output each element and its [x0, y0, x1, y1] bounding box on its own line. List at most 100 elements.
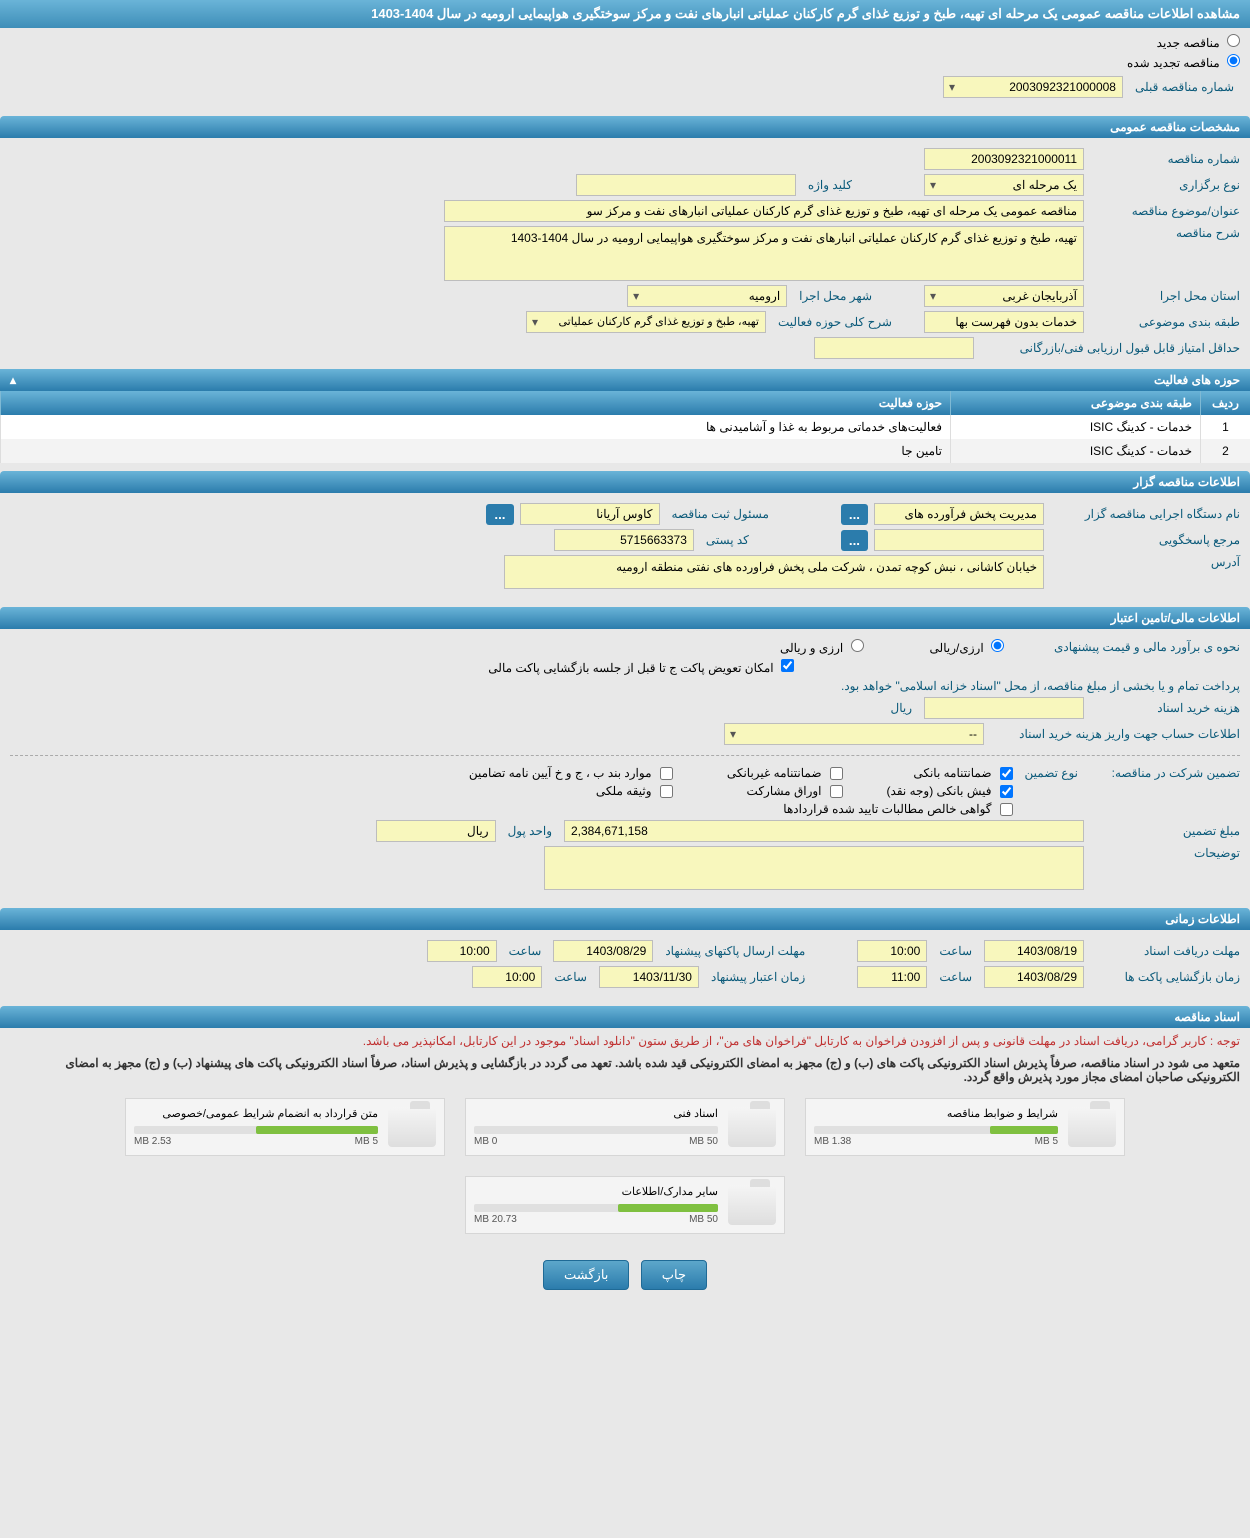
purchase-cost-field[interactable]	[924, 697, 1084, 719]
validity-time[interactable]: 10:00	[472, 966, 542, 988]
cell-scope: تامین جا	[0, 439, 950, 463]
doc-receive-time-label: ساعت	[933, 944, 978, 958]
radio-arz[interactable]: ارزی و ریالی	[780, 639, 864, 655]
doc-receive-date[interactable]: 1403/08/19	[984, 940, 1084, 962]
class-field: خدمات بدون فهرست بها	[924, 311, 1084, 333]
desc-textarea[interactable]: تهیه، طبخ و توزیع غذای گرم کارکنان عملیا…	[444, 226, 1084, 281]
cell-scope: فعالیت‌های خدماتی مربوط به غذا و آشامیدن…	[0, 415, 950, 439]
radio-new-label: مناقصه جدید	[1157, 36, 1220, 50]
file-card[interactable]: اسناد فنی 50 MB0 MB	[465, 1098, 785, 1156]
resp-lookup-button[interactable]: ...	[486, 504, 513, 525]
prev-number-label: شماره مناقصه قبلی	[1129, 80, 1240, 94]
keyword-field[interactable]	[576, 174, 796, 196]
file-used: 1.38 MB	[814, 1136, 851, 1147]
col-radif: ردیف	[1200, 391, 1250, 415]
chk-bonds[interactable]	[830, 785, 843, 798]
org-lookup-button[interactable]: ...	[841, 504, 868, 525]
prev-number-select[interactable]: 2003092321000008	[943, 76, 1123, 98]
type-select[interactable]: یک مرحله ای	[924, 174, 1084, 196]
status-radios: مناقصه جدید	[10, 34, 1240, 50]
cell-class: خدمات - کدینگ ISIC	[950, 415, 1200, 439]
docs-note: متعهد می شود در اسناد مناقصه، صرفاً پذیر…	[0, 1054, 1250, 1086]
cell-radif: 1	[1200, 415, 1250, 439]
min-score-field[interactable]	[814, 337, 974, 359]
packet-send-time[interactable]: 10:00	[427, 940, 497, 962]
amount-field[interactable]: 2,384,671,158	[564, 820, 1084, 842]
province-label: استان محل اجرا	[1090, 289, 1240, 303]
file-card[interactable]: متن قرارداد به انضمام شرایط عمومی/خصوصی …	[125, 1098, 445, 1156]
keyword-label: کلید واژه	[802, 178, 858, 192]
cell-radif: 2	[1200, 439, 1250, 463]
unit-field: ریال	[376, 820, 496, 842]
payment-note: پرداخت تمام و یا بخشی از مبلغ مناقصه، از…	[841, 679, 1240, 693]
file-title: شرایط و ضوابط مناقصه	[814, 1107, 1058, 1120]
notes-textarea[interactable]	[544, 846, 1084, 890]
chk-items[interactable]	[660, 767, 673, 780]
account-label: اطلاعات حساب جهت واریز هزینه خرید اسناد	[990, 727, 1240, 741]
ref-field[interactable]	[874, 529, 1044, 551]
file-used: 2.53 MB	[134, 1136, 171, 1147]
file-card[interactable]: شرایط و ضوابط مناقصه 5 MB 1.38 MB	[805, 1098, 1125, 1156]
open-time[interactable]: 11:00	[857, 966, 927, 988]
file-card[interactable]: سایر مدارک/اطلاعات 50 MB20.73 MB	[465, 1176, 785, 1234]
ref-label: مرجع پاسخگویی	[1050, 533, 1240, 547]
doc-receive-label: مهلت دریافت اسناد	[1090, 944, 1240, 958]
radio-new[interactable]: مناقصه جدید	[1157, 34, 1240, 50]
back-button[interactable]: بازگشت	[543, 1260, 629, 1290]
section-organizer: اطلاعات مناقصه گزار	[0, 471, 1250, 493]
validity-label: زمان اعتبار پیشنهاد	[705, 970, 811, 984]
packet-send-date[interactable]: 1403/08/29	[553, 940, 653, 962]
radio-renewed[interactable]: مناقصه تجدید شده	[1127, 54, 1240, 70]
chk-nonbank-guarantee[interactable]	[830, 767, 843, 780]
col-class: طبقه بندی موضوعی	[950, 391, 1200, 415]
amount-label: مبلغ تضمین	[1090, 824, 1240, 838]
ref-lookup-button[interactable]: ...	[841, 530, 868, 551]
city-label: شهر محل اجرا	[793, 289, 878, 303]
doc-receive-time[interactable]: 10:00	[857, 940, 927, 962]
open-label: زمان بازگشایی پاکت ها	[1090, 970, 1240, 984]
resp-label: مسئول ثبت مناقصه	[666, 507, 775, 521]
chk-property[interactable]	[660, 785, 673, 798]
table-row: 1 خدمات - کدینگ ISIC فعالیت‌های خدماتی م…	[0, 415, 1250, 439]
chk-bank-receipt[interactable]	[1000, 785, 1013, 798]
collapse-icon[interactable]: ▴	[10, 373, 16, 387]
chk-bank-guarantee[interactable]	[1000, 767, 1013, 780]
province-select[interactable]: آذربایجان غربی	[924, 285, 1084, 307]
chk-replace[interactable]: امکان تعویض پاکت ج تا قبل از جلسه بازگشا…	[488, 659, 794, 675]
section-financial: اطلاعات مالی/تامین اعتبار	[0, 607, 1250, 629]
guarantee-label: تضمین شرکت در مناقصه:	[1090, 766, 1240, 780]
guarantee-type-label: نوع تضمین	[1019, 766, 1084, 780]
activity-table-header: ردیف طبقه بندی موضوعی حوزه فعالیت	[0, 391, 1250, 415]
addr-label: آدرس	[1050, 555, 1240, 569]
radio-rial[interactable]: ارزی/ریالی	[930, 639, 1004, 655]
resp-field: کاوس آریانا	[520, 503, 660, 525]
print-button[interactable]: چاپ	[641, 1260, 707, 1290]
open-date[interactable]: 1403/08/29	[984, 966, 1084, 988]
docs-warning: توجه : کاربر گرامی، دریافت اسناد در مهلت…	[0, 1028, 1250, 1054]
file-max: 50 MB	[689, 1136, 718, 1147]
city-select[interactable]: ارومیه	[627, 285, 787, 307]
postal-field[interactable]: 5715663373	[554, 529, 694, 551]
file-max: 5 MB	[1035, 1136, 1058, 1147]
file-grid: شرایط و ضوابط مناقصه 5 MB 1.38 MB اسناد ف…	[0, 1098, 1250, 1234]
postal-label: کد پستی	[700, 533, 755, 547]
method-label: نحوه ی برآورد مالی و قیمت پیشنهادی	[1010, 640, 1240, 654]
chk-receivables[interactable]	[1000, 803, 1013, 816]
file-max: 5 MB	[355, 1136, 378, 1147]
min-score-label: حداقل امتیاز قابل قبول ارزیابی فنی/بازرگ…	[980, 341, 1240, 355]
section-activity: حوزه های فعالیت ▴	[0, 369, 1250, 391]
type-label: نوع برگزاری	[1090, 178, 1240, 192]
org-label: نام دستگاه اجرایی مناقصه گزار	[1050, 507, 1240, 521]
file-used: 20.73 MB	[474, 1214, 517, 1225]
subject-label: عنوان/موضوع مناقصه	[1090, 204, 1240, 218]
desc-label: شرح مناقصه	[1090, 226, 1240, 240]
unit-label: واحد پول	[502, 824, 558, 838]
section-general: مشخصات مناقصه عمومی	[0, 116, 1250, 138]
addr-textarea[interactable]: خیابان کاشانی ، نبش کوچه تمدن ، شرکت ملی…	[504, 555, 1044, 589]
packet-send-label: مهلت ارسال پاکتهای پیشنهاد	[659, 944, 811, 958]
section-docs: اسناد مناقصه	[0, 1006, 1250, 1028]
account-select[interactable]: --	[724, 723, 984, 745]
subject-field[interactable]: مناقصه عمومی یک مرحله ای تهیه، طبخ و توز…	[444, 200, 1084, 222]
validity-date[interactable]: 1403/11/30	[599, 966, 699, 988]
activity-scope-select[interactable]: تهیه، طبخ و توزیع غذای گرم کارکنان عملیا…	[526, 311, 766, 333]
